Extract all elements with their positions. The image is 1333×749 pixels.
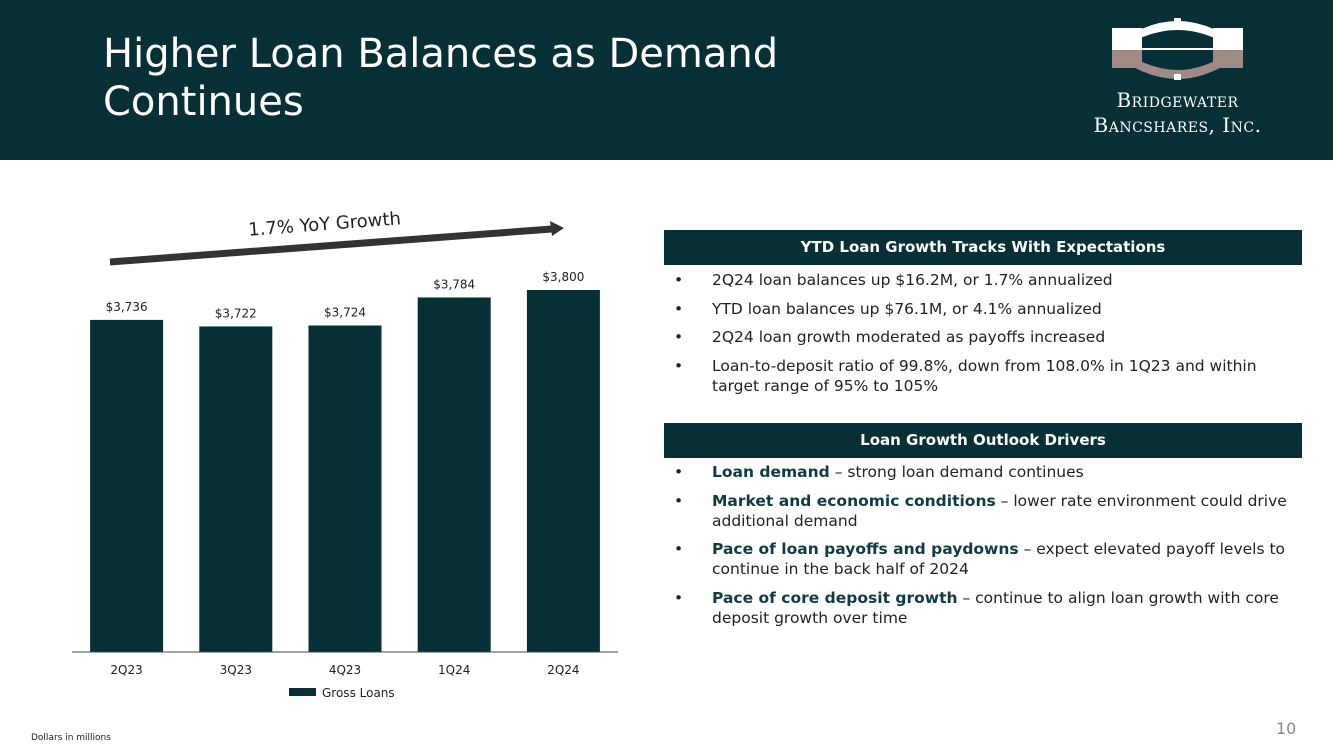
x-tick-4Q23: 4Q23 <box>329 663 361 677</box>
bar-4Q23 <box>308 325 382 652</box>
bar-1Q24 <box>417 297 491 652</box>
growth-arrow-label: 1.7% YoY Growth <box>248 208 402 240</box>
data-label-2Q24: $3,800 <box>542 270 584 284</box>
x-tick-3Q23: 3Q23 <box>220 663 252 677</box>
ytd-bullet-list: 2Q24 loan balances up $16.2M, or 1.7% an… <box>664 270 1304 404</box>
logo-line-2: Bancshares, Inc. <box>1093 113 1262 137</box>
x-tick-2Q24: 2Q24 <box>547 663 579 677</box>
ytd-bullet: 2Q24 loan growth moderated as payoffs in… <box>664 327 1304 347</box>
x-tick-1Q24: 1Q24 <box>438 663 470 677</box>
logo-wordmark: Bridgewater Bancshares, Inc. <box>1070 88 1285 138</box>
bridge-logo-icon <box>1112 18 1243 80</box>
legend-label: Gross Loans <box>322 686 395 700</box>
x-tick-2Q23: 2Q23 <box>110 663 142 677</box>
header-band: Higher Loan Balances as Demand Continues… <box>0 0 1333 160</box>
footnote: Dollars in millions <box>31 733 111 743</box>
page-number: 10 <box>1276 719 1297 738</box>
outlook-bullet-list: Loan demand – strong loan demand continu… <box>664 462 1304 636</box>
bar-2Q23 <box>90 319 164 652</box>
x-axis-tick-labels: 2Q23 3Q23 4Q23 1Q24 2Q24 <box>110 663 579 677</box>
outlook-bullet: Loan demand – strong loan demand continu… <box>664 462 1304 482</box>
outlook-bullet: Pace of core deposit growth – continue t… <box>664 588 1304 628</box>
ytd-panel-header: YTD Loan Growth Tracks With Expectations <box>664 230 1302 265</box>
data-label-2Q23: $3,736 <box>106 300 148 314</box>
gross-loans-chart: 1.7% YoY Growth $3,736 $3,722 $3,724 $3,784… <box>72 208 618 700</box>
ytd-bullet: Loan-to-deposit ratio of 99.8%, down fro… <box>664 356 1304 396</box>
chart-legend: Gross Loans <box>289 686 395 700</box>
growth-arrow-shaft <box>109 225 553 266</box>
ytd-bullet: YTD loan balances up $76.1M, or 4.1% ann… <box>664 299 1304 319</box>
data-label-4Q23: $3,724 <box>324 305 366 319</box>
company-logo: Bridgewater Bancshares, Inc. <box>1070 16 1285 146</box>
ytd-bullet: 2Q24 loan balances up $16.2M, or 1.7% an… <box>664 270 1304 290</box>
bar-3Q23 <box>199 326 273 652</box>
bar-series <box>90 290 600 652</box>
growth-arrow-head <box>550 221 564 236</box>
slide-title: Higher Loan Balances as Demand Continues <box>103 31 779 125</box>
outlook-bullet: Market and economic conditions – lower r… <box>664 491 1304 531</box>
outlook-bullet: Pace of loan payoffs and paydowns – expe… <box>664 539 1304 579</box>
bar-2Q24 <box>526 290 600 652</box>
growth-arrow: 1.7% YoY Growth <box>109 208 564 266</box>
logo-line-1: Bridgewater <box>1116 88 1239 112</box>
outlook-panel-header: Loan Growth Outlook Drivers <box>664 423 1302 458</box>
data-label-3Q23: $3,722 <box>215 306 257 320</box>
data-labels: $3,736 $3,722 $3,724 $3,784 $3,800 <box>106 270 585 320</box>
legend-swatch <box>289 688 316 696</box>
data-label-1Q24: $3,784 <box>433 277 475 291</box>
